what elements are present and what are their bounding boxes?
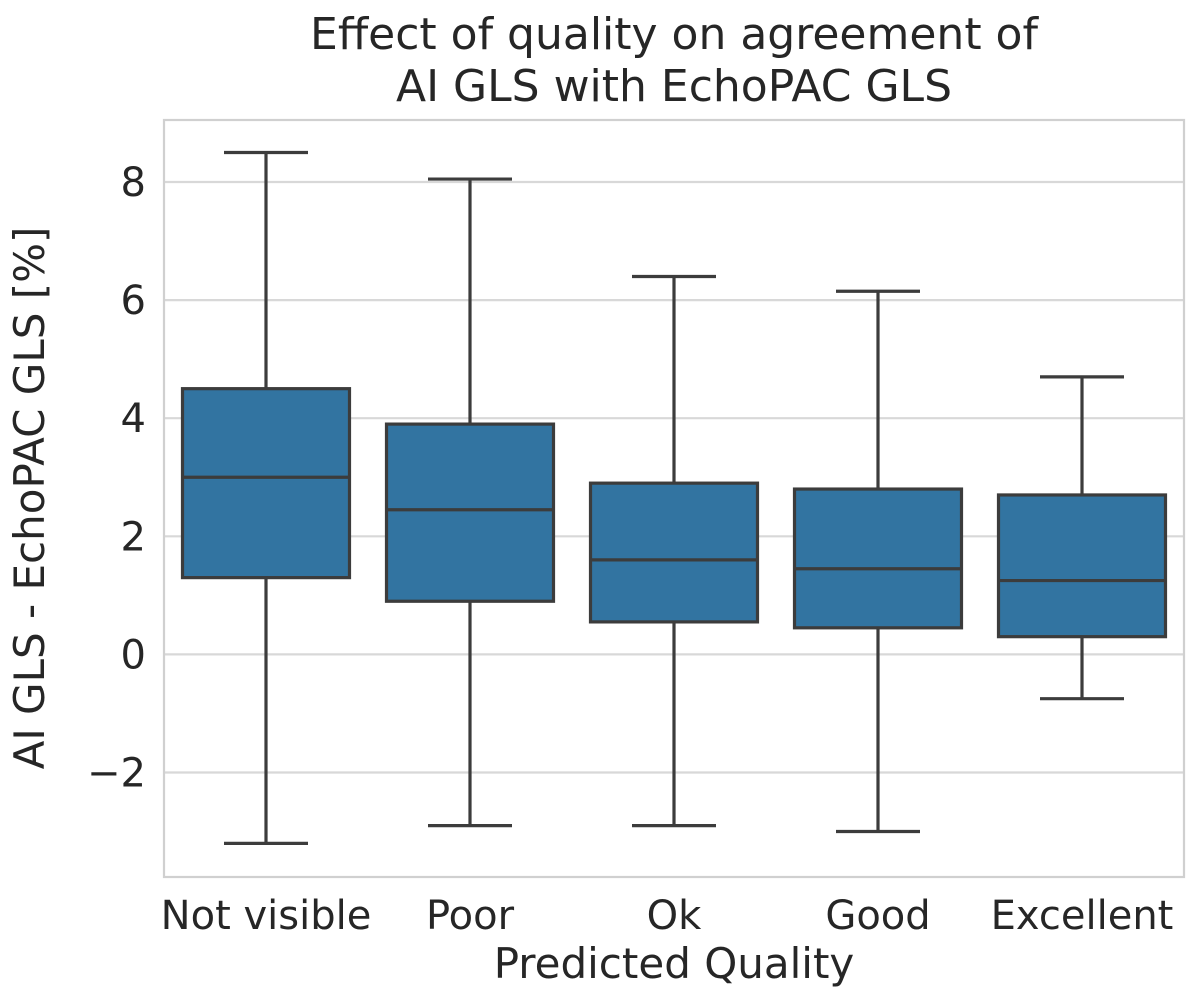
x-axis-label: Predicted Quality (494, 939, 855, 988)
y-tick-label: 8 (121, 160, 146, 206)
box-group (996, 375, 1168, 701)
chart-title-line1: Effect of quality on agreement of (310, 9, 1039, 60)
x-tick-label: Poor (426, 893, 515, 939)
x-tick-label: Not visible (161, 893, 372, 939)
box-rect (996, 493, 1168, 639)
y-axis-label: AI GLS - EchoPAC GLS [%] (5, 227, 54, 770)
plot-border (162, 118, 1186, 879)
y-tick-label: 4 (121, 396, 146, 442)
x-tick-labels: Not visible Poor Ok Good Excellent (161, 893, 1174, 939)
x-tick-label: Ok (647, 893, 702, 939)
x-tick-label: Good (825, 893, 930, 939)
box-rect (180, 387, 352, 580)
y-tick-label: −2 (87, 750, 146, 796)
y-tick-label: 2 (121, 514, 146, 560)
y-tick-label: 0 (121, 632, 146, 678)
box-group (792, 289, 964, 834)
box-group (588, 274, 760, 828)
box-rect (384, 422, 556, 603)
x-tick-label: Excellent (991, 893, 1174, 939)
box-group (384, 177, 556, 828)
y-tick-labels: 8 6 4 2 0 −2 (87, 160, 146, 796)
box-group (180, 150, 352, 845)
box-layer (180, 150, 1168, 845)
box-rect (588, 481, 760, 624)
chart-title-line2: AI GLS with EchoPAC GLS (396, 61, 952, 112)
y-tick-label: 6 (121, 278, 146, 324)
box-rect (792, 487, 964, 630)
